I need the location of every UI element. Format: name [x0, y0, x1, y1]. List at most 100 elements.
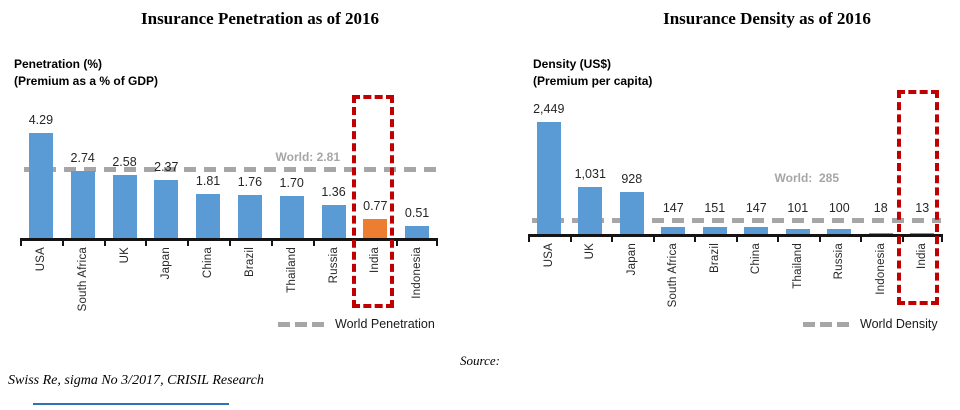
bar-brazil [237, 195, 262, 238]
axis-tick [396, 241, 398, 246]
india-highlight-box [897, 90, 939, 305]
axis-tick [941, 237, 943, 242]
value-label-uk: 2.58 [112, 155, 137, 169]
category-label-wrap: Thailand [284, 247, 300, 293]
density-chart: World: 285 2,449 1,031 928 147 151 147 101 100 1… [528, 90, 943, 342]
axis-tick [611, 237, 613, 242]
category-label-indonesia: Indonesia [874, 243, 887, 295]
value-label-usa: 2,449 [533, 102, 565, 116]
axis-tick [736, 237, 738, 242]
value-label-russia: 1.36 [321, 185, 346, 199]
world-density-line [532, 218, 941, 223]
value-label-indonesia: 0.51 [404, 206, 430, 220]
axis-tick [436, 241, 438, 246]
value-label-thailand: 101 [787, 201, 809, 215]
category-label-brazil: Brazil [708, 243, 721, 273]
category-label-wrap: Japan [158, 247, 174, 279]
axis-tick [145, 241, 147, 246]
category-label-wrap: Japan [624, 243, 640, 275]
value-label-india: 13 [915, 201, 930, 215]
density-legend: World Density [803, 317, 938, 331]
category-label-usa: USA [542, 243, 555, 268]
penetration-chart: World: 2.81 4.29 2.74 2.58 2.37 1.81 1.76 1.70… [20, 92, 438, 342]
bar-south-africa [70, 171, 95, 238]
bar-usa [536, 122, 561, 234]
source-label: Source: [460, 353, 500, 368]
density-chart-title: Insurance Density as of 2016 [663, 9, 871, 28]
category-label-thailand: Thailand [285, 247, 298, 293]
bottom-divider-line [33, 403, 229, 405]
bar-usa [28, 133, 53, 238]
category-label-wrap: Brazil [707, 243, 723, 273]
category-label-wrap: Russia [831, 243, 847, 279]
value-label-indonesia: 18 [873, 201, 888, 215]
axis-tick [271, 241, 273, 246]
value-label-south-africa: 147 [662, 201, 684, 215]
bar-japan [154, 180, 179, 238]
axis-tick [187, 241, 189, 246]
world-penetration-line [24, 167, 436, 172]
value-label-china: 1.81 [195, 174, 221, 188]
axis-tick [528, 237, 530, 242]
bar-uk [112, 175, 137, 238]
density-axis-caption-line2: (Premium per capita) [533, 74, 653, 88]
value-label-india: 0.77 [363, 199, 388, 213]
value-label-japan: 2.37 [154, 160, 179, 174]
category-label-wrap: South Africa [665, 243, 681, 307]
value-label-russia: 100 [828, 201, 850, 215]
value-label-usa: 4.29 [28, 113, 54, 127]
bar-south-africa [661, 227, 686, 234]
category-label-wrap: UK [582, 243, 598, 259]
category-label-russia: Russia [327, 247, 340, 284]
bar-china [196, 194, 221, 238]
axis-tick [104, 241, 106, 246]
axis-tick [860, 237, 862, 242]
axis-tick [694, 237, 696, 242]
category-label-indonesia: Indonesia [411, 247, 424, 299]
category-label-wrap: Indonesia [409, 247, 425, 299]
axis-tick [902, 237, 904, 242]
penetration-axis-caption: Penetration (%) (Premium as a % of GDP) [14, 56, 158, 90]
world-penetration-value-label: World: 2.81 [275, 150, 340, 164]
category-label-wrap: China [748, 243, 764, 274]
bar-japan [619, 192, 644, 234]
category-label-wrap: USA [33, 247, 49, 271]
category-label-wrap: Russia [326, 247, 342, 283]
density-axis-caption-line1: Density (US$) [533, 57, 612, 71]
bar-uk [578, 187, 603, 234]
bar-thailand [279, 196, 304, 238]
category-label-japan: Japan [160, 247, 173, 280]
density-axis-caption: Density (US$) (Premium per capita) [533, 56, 652, 90]
value-label-china: 147 [745, 201, 767, 215]
penetration-chart-title: Insurance Penetration as of 2016 [141, 9, 379, 28]
penetration-legend: World Penetration [278, 317, 435, 331]
bar-russia [321, 205, 346, 238]
source-citation: Swiss Re, sigma No 3/2017, CRISIL Resear… [8, 373, 264, 388]
india-highlight-box [352, 95, 394, 308]
category-label-uk: UK [584, 243, 597, 260]
value-label-brazil: 1.76 [237, 175, 263, 189]
category-label-china: China [202, 247, 215, 279]
value-label-uk: 1,031 [574, 167, 606, 181]
category-label-thailand: Thailand [791, 243, 804, 289]
penetration-legend-label: World Penetration [335, 317, 435, 331]
category-label-china: China [750, 243, 763, 275]
value-label-south-africa: 2.74 [70, 151, 95, 165]
density-legend-label: World Density [860, 317, 938, 331]
axis-tick [62, 241, 64, 246]
value-label-japan: 928 [621, 172, 643, 186]
category-label-wrap: USA [541, 243, 557, 267]
bar-india [910, 233, 935, 234]
axis-tick [313, 241, 315, 246]
category-label-usa: USA [34, 247, 47, 272]
axis-tick [229, 241, 231, 246]
value-label-thailand: 1.70 [279, 176, 304, 190]
category-label-wrap: UK [117, 247, 133, 263]
category-label-south-africa: South Africa [667, 243, 680, 308]
x-axis-line [528, 234, 943, 237]
axis-tick [777, 237, 779, 242]
category-label-south-africa: South Africa [76, 247, 89, 312]
x-axis-line [20, 238, 438, 241]
category-label-wrap: South Africa [75, 247, 91, 311]
